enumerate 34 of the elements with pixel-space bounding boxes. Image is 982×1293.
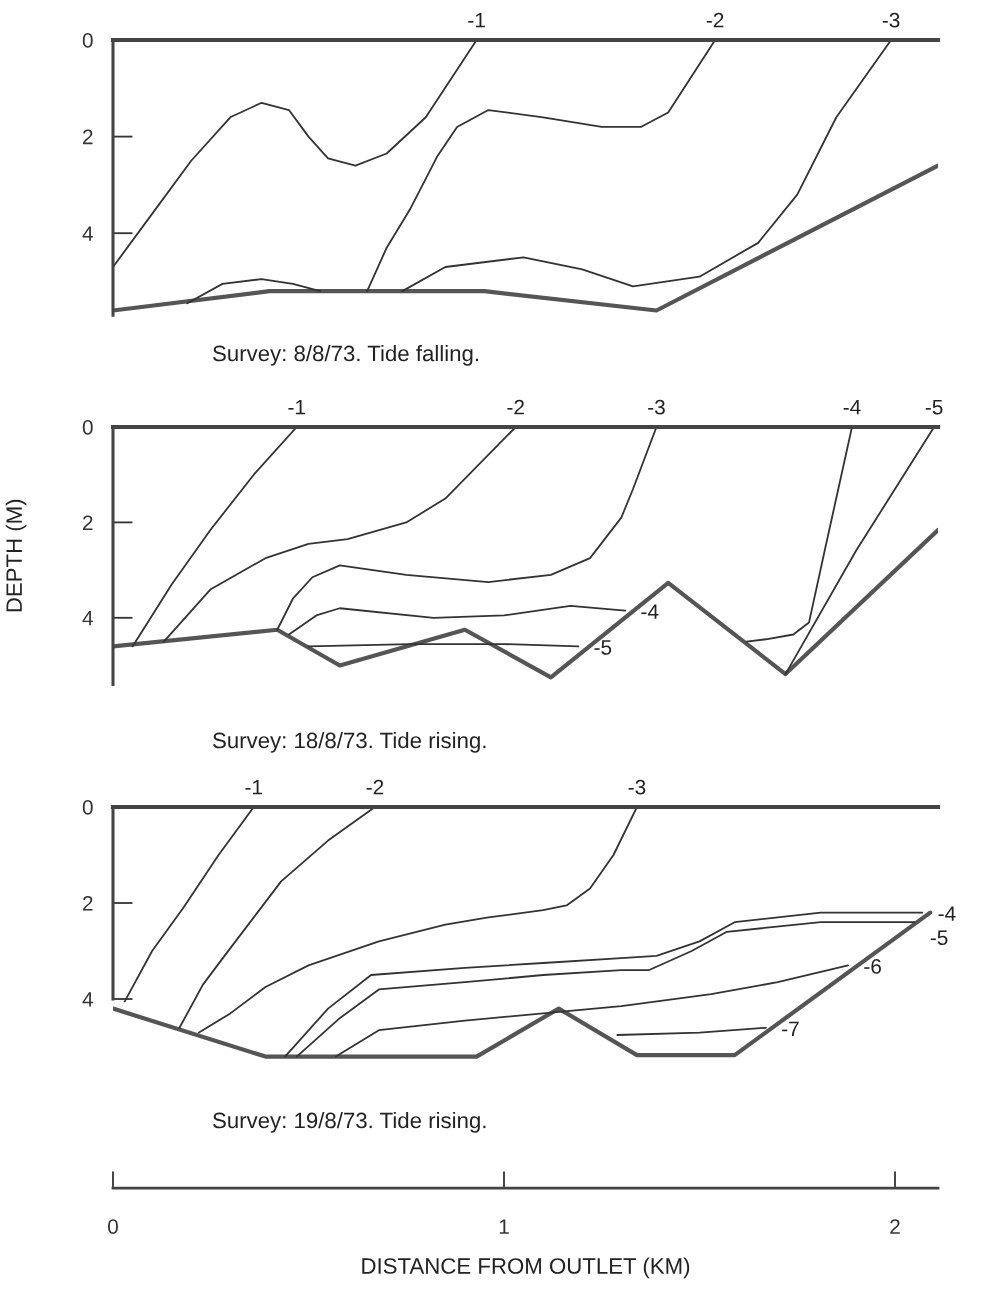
y-axis-title: DEPTH (M) — [5, 499, 27, 612]
y-tick-label: 2 — [83, 129, 93, 145]
series-label: -3 — [628, 779, 646, 795]
x-tick-label: 0 — [108, 1219, 118, 1234]
x-axis-title: DISTANCE FROM OUTLET (KM) — [362, 1257, 690, 1279]
series-label: -1 — [288, 400, 306, 415]
y-tick-label: 4 — [82, 226, 93, 241]
text: Survey: 19/8/73. Tide rising. — [213, 1112, 486, 1133]
series-label: -7 — [782, 1021, 799, 1036]
series-label: -4 — [843, 400, 861, 415]
series-label: -5 — [925, 400, 943, 415]
x-tick-label: 2 — [890, 1219, 900, 1234]
series-label: -6 — [864, 959, 881, 974]
series-label: -1 — [468, 13, 485, 28]
y-tick-label: 0 — [82, 420, 93, 435]
series-label: -3 — [648, 399, 665, 415]
y-tick-label: 4 — [82, 992, 93, 1007]
x-tick-label: 1 — [499, 1219, 509, 1234]
series-label: -2 — [366, 779, 384, 795]
series-label: -4 — [641, 604, 659, 619]
series-label: -3 — [882, 12, 900, 28]
y-tick-label: 4 — [82, 611, 93, 626]
y-tick-label: 2 — [83, 515, 93, 530]
y-tick-label: 0 — [82, 800, 93, 815]
series-label: -2 — [507, 399, 524, 415]
y-tick-label: 2 — [83, 896, 93, 911]
text: Survey: 18/8/73. Tide rising. — [213, 732, 486, 753]
text: Survey: 8/8/73. Tide falling. — [213, 345, 479, 366]
series-label: -1 — [245, 780, 262, 795]
series-label: -5 — [594, 640, 612, 655]
series-label: -5 — [930, 930, 948, 946]
series-label: -4 — [938, 906, 956, 921]
series-label: -2 — [706, 12, 724, 28]
y-tick-label: 0 — [82, 33, 93, 48]
